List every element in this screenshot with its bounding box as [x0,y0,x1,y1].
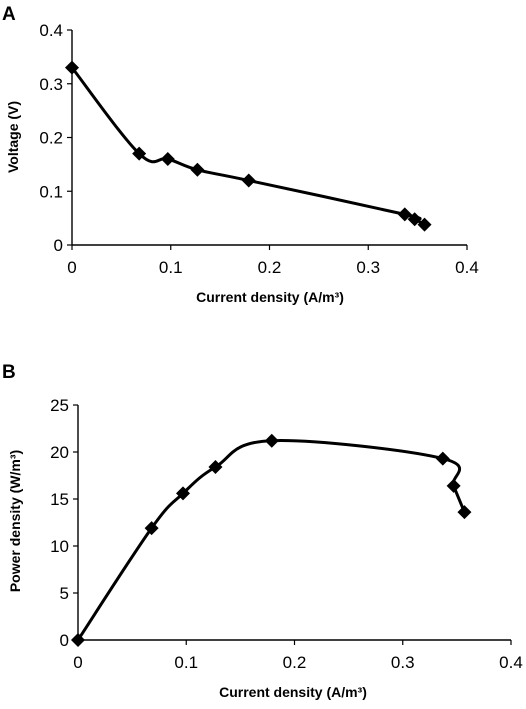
panel-b-data-point [71,633,85,647]
panel-a-x-tick-label: 0 [67,258,76,277]
panel-b-data-point [208,460,223,475]
panel-b-y-tick-label: 0 [60,631,69,650]
panel-b-y-tick-label: 20 [50,443,69,462]
panel-a-data-point [417,217,432,232]
panel-a-y-tick-label: 0.1 [39,182,63,201]
panel-b-data-point [144,521,159,536]
panel-b: B Power density (W/m³) Current density (… [2,362,523,700]
panel-a-data-point [397,207,412,222]
panel-a-data-point [160,152,175,166]
panel-b-data-point [457,505,472,520]
panel-b-data-point [176,486,191,501]
panel-a-data-point [241,173,256,188]
panel-a-series-line [70,66,426,227]
panel-a-letter: A [2,4,16,25]
panel-a-y-tick-label: 0.3 [39,75,63,94]
panel-a-x-tick-label: 0.1 [159,258,183,277]
panel-a-data-point [407,212,422,227]
panel-b-y-axis-label: Power density (W/m³) [7,450,23,592]
panel-b-data-point [264,433,279,448]
panel-b-x-tick-label: 0.4 [499,653,523,672]
panel-b-x-axis-label: Current density (A/m³) [219,684,367,700]
panel-b-data-point [435,451,450,466]
panel-b-plot-area: 0 5 10 15 20 25 0 0.1 0.2 0.3 0.4 [50,396,523,672]
panel-a-y-tick-label: 0.4 [39,21,63,40]
panel-b-data-point [446,478,461,493]
panel-b-y-tick-label: 25 [50,396,69,415]
panel-b-y-tick-label: 5 [60,584,69,603]
panel-a: A Voltage (V) Current density (A/m³) 0 0.… [2,4,479,305]
panel-b-x-tick-label: 0.2 [283,653,307,672]
panel-b-x-tick-label: 0 [73,653,82,672]
panel-a-x-tick-label: 0.3 [356,258,380,277]
panel-a-data-point [132,146,147,161]
panel-b-series-line [76,439,466,642]
panel-a-x-axis-label: Current density (A/m³) [196,289,344,305]
panel-b-x-tick-label: 0.3 [391,653,415,672]
panel-a-x-tick-label: 0.2 [258,258,282,277]
panel-a-y-axis-label: Voltage (V) [5,101,21,173]
panel-a-y-tick-label: 0 [54,236,63,255]
panel-b-y-tick-label: 15 [50,490,69,509]
panel-a-plot-area: 0 0.1 0.2 0.3 0.4 0 0.1 0.2 0.3 0.4 [39,21,478,277]
panel-a-data-point [190,162,205,177]
panel-b-x-tick-label: 0.1 [174,653,198,672]
panel-b-letter: B [2,362,16,383]
panel-a-data-point [65,60,79,75]
panel-b-y-tick-label: 10 [50,537,69,556]
panel-a-y-tick-label: 0.2 [39,129,63,148]
panel-a-x-tick-label: 0.4 [455,258,479,277]
